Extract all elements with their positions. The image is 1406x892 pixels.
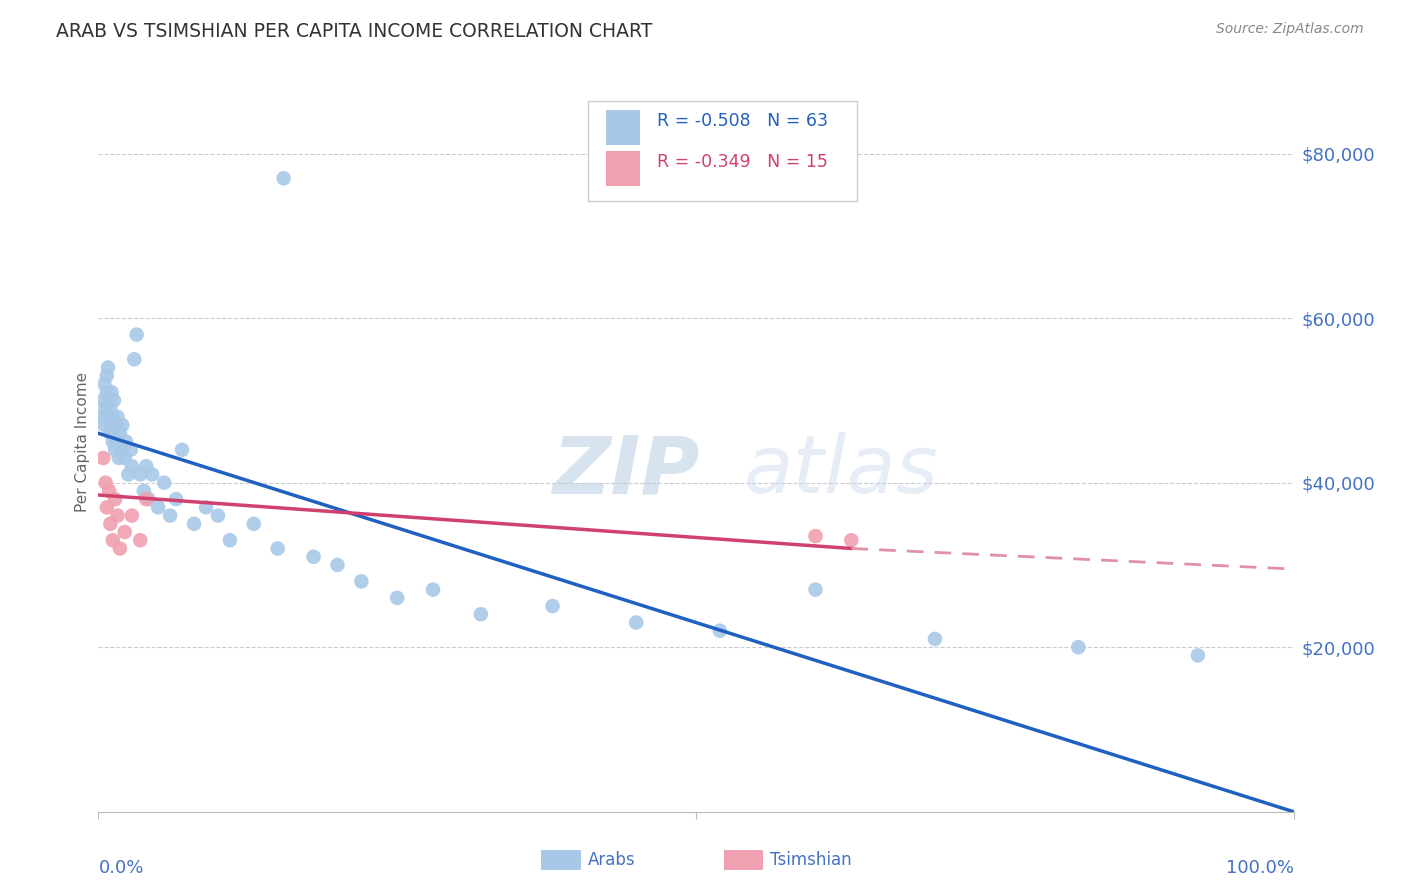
Point <box>183 516 205 531</box>
Point <box>94 401 117 416</box>
Point <box>709 624 731 638</box>
Point <box>422 582 444 597</box>
Point <box>110 442 132 457</box>
Point <box>207 508 229 523</box>
Point <box>121 459 143 474</box>
Point <box>103 426 125 441</box>
Point <box>326 558 349 572</box>
Point <box>108 426 131 441</box>
Point <box>94 475 117 490</box>
Text: ZIP: ZIP <box>553 432 700 510</box>
Point <box>541 599 564 613</box>
Point <box>111 418 134 433</box>
Point <box>107 409 129 424</box>
Point <box>1187 648 1209 663</box>
Point <box>96 500 118 515</box>
Text: atlas: atlas <box>744 432 939 510</box>
Point <box>98 426 122 441</box>
Point <box>104 442 127 457</box>
Text: Arabs: Arabs <box>588 851 636 869</box>
Y-axis label: Per Capita Income: Per Capita Income <box>75 371 90 512</box>
Point <box>100 418 122 433</box>
Point <box>153 475 176 490</box>
Point <box>114 524 136 539</box>
Point <box>100 385 122 400</box>
Point <box>105 418 128 433</box>
Point <box>101 409 124 424</box>
Point <box>470 607 492 622</box>
Text: R = -0.508   N = 63: R = -0.508 N = 63 <box>657 112 828 130</box>
Point <box>165 492 187 507</box>
Point <box>98 483 121 498</box>
Point <box>1067 640 1090 655</box>
Point <box>103 393 125 408</box>
Point <box>121 508 143 523</box>
Point <box>114 450 136 465</box>
Point <box>148 500 170 515</box>
Point <box>120 442 142 457</box>
Point <box>101 533 124 548</box>
Point <box>350 574 373 589</box>
Point <box>107 450 129 465</box>
Point <box>97 360 120 375</box>
Point <box>96 385 118 400</box>
Point <box>98 516 122 531</box>
Point <box>97 409 120 424</box>
FancyBboxPatch shape <box>606 151 640 186</box>
Point <box>243 516 266 531</box>
Point <box>172 442 194 457</box>
Point <box>91 409 114 424</box>
Point <box>91 450 114 465</box>
Point <box>125 327 148 342</box>
Text: Source: ZipAtlas.com: Source: ZipAtlas.com <box>1216 22 1364 37</box>
Point <box>273 171 295 186</box>
Point <box>141 467 163 482</box>
Point <box>385 591 409 605</box>
Point <box>135 459 157 474</box>
Point <box>96 368 118 383</box>
Point <box>219 533 242 548</box>
Point <box>626 615 648 630</box>
Point <box>98 401 122 416</box>
Point <box>924 632 946 646</box>
Point <box>195 500 218 515</box>
Point <box>101 434 124 449</box>
Point <box>124 352 146 367</box>
Point <box>804 582 827 597</box>
Point <box>117 467 139 482</box>
Text: Tsimshian: Tsimshian <box>770 851 852 869</box>
Point <box>115 434 138 449</box>
Point <box>93 376 115 391</box>
FancyBboxPatch shape <box>589 101 858 201</box>
Point <box>138 492 160 507</box>
Point <box>159 508 181 523</box>
Point <box>132 483 155 498</box>
Text: R = -0.349   N = 15: R = -0.349 N = 15 <box>657 153 827 170</box>
Point <box>105 434 128 449</box>
Point <box>135 492 157 507</box>
Point <box>98 393 121 408</box>
Point <box>302 549 325 564</box>
Point <box>129 467 152 482</box>
Point <box>129 533 152 548</box>
Text: 0.0%: 0.0% <box>98 859 143 878</box>
Point <box>107 508 129 523</box>
Point <box>104 492 127 507</box>
FancyBboxPatch shape <box>606 110 640 145</box>
Text: ARAB VS TSIMSHIAN PER CAPITA INCOME CORRELATION CHART: ARAB VS TSIMSHIAN PER CAPITA INCOME CORR… <box>56 22 652 41</box>
Point <box>91 393 114 408</box>
Point <box>804 529 827 543</box>
Text: 100.0%: 100.0% <box>1226 859 1294 878</box>
Point <box>841 533 863 548</box>
Point <box>93 418 115 433</box>
Point <box>267 541 290 556</box>
Point <box>108 541 131 556</box>
